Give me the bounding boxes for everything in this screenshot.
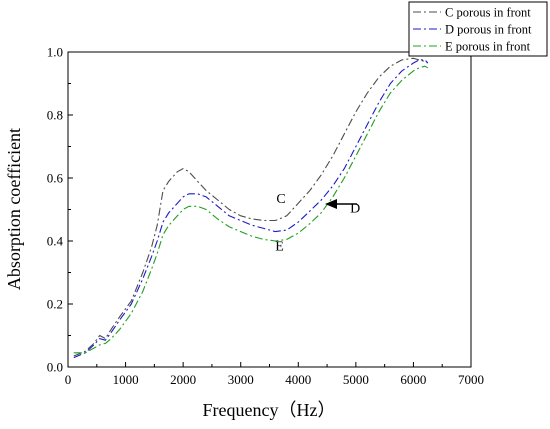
annotation-e: E [275, 239, 284, 254]
y-axis-title: Absorption coefficient [4, 128, 24, 290]
x-tick-label: 7000 [458, 372, 484, 387]
x-tick-label: 5000 [343, 372, 369, 387]
y-tick-label: 0.2 [47, 297, 63, 312]
annotation-d: D [350, 202, 360, 217]
y-tick-label: 0.8 [47, 108, 63, 123]
annotation-c: C [276, 192, 285, 207]
x-tick-label: 6000 [400, 372, 426, 387]
series-line-d [73, 59, 429, 359]
x-axis-title: Frequency（Hz） [203, 400, 336, 420]
x-tick-label: 0 [65, 372, 72, 387]
y-tick-label: 0.0 [47, 360, 63, 375]
series-line-c [73, 57, 429, 357]
y-tick-label: 1.0 [47, 45, 63, 60]
legend-label-c: C porous in front [445, 6, 531, 20]
legend: C porous in front D porous in front E poro… [408, 1, 548, 57]
x-tick-label: 2000 [170, 372, 196, 387]
legend-label-d: D porous in front [445, 23, 532, 37]
annotation-d-arrow [325, 199, 357, 209]
y-axis-ticks: 0.0 0.2 0.4 0.6 0.8 1.0 [47, 45, 73, 375]
series-line-e [73, 65, 429, 354]
x-tick-label: 4000 [285, 372, 311, 387]
series-lines [73, 57, 429, 359]
y-tick-label: 0.6 [47, 171, 64, 186]
plot-area-frame [67, 51, 472, 368]
x-axis-ticks: 0 1000 2000 3000 4000 5000 6000 7000 [65, 362, 484, 387]
x-tick-label: 1000 [113, 372, 139, 387]
x-tick-label: 3000 [228, 372, 254, 387]
legend-label-e: E porous in front [445, 40, 531, 54]
y-tick-label: 0.4 [47, 234, 64, 249]
